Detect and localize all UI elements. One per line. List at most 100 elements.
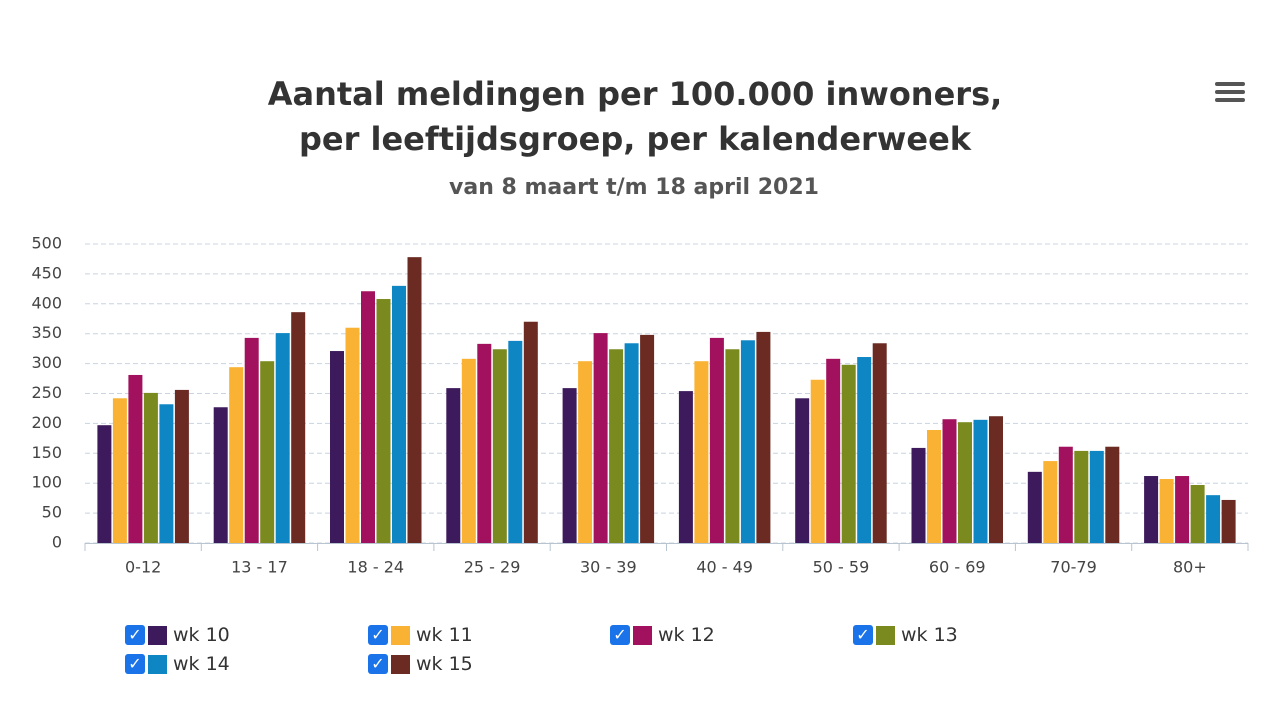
bar <box>244 337 259 543</box>
legend-checkbox[interactable]: ✓ <box>125 625 145 645</box>
legend-swatch <box>876 625 895 645</box>
bar <box>562 388 577 543</box>
bar <box>229 367 244 543</box>
x-tick-label: 40 - 49 <box>696 558 753 577</box>
y-tick-label: 100 <box>31 473 62 492</box>
bar <box>1221 499 1236 543</box>
legend-label: wk 10 <box>173 624 230 646</box>
x-tick-label: 25 - 29 <box>464 558 521 577</box>
bar <box>275 333 290 543</box>
chart-title: Aantal meldingen per 100.000 inwoners, p… <box>267 75 1003 158</box>
bar <box>640 334 655 543</box>
bar <box>725 349 740 543</box>
y-tick-label: 200 <box>31 413 62 432</box>
bar <box>97 425 112 543</box>
legend-item[interactable]: ✓ wk 10 <box>125 624 230 646</box>
bar <box>593 333 608 543</box>
legend-swatch <box>391 654 410 674</box>
legend-item[interactable]: ✓ wk 15 <box>368 653 473 675</box>
legend-swatch <box>633 625 652 645</box>
legend-label: wk 11 <box>416 624 473 646</box>
bar <box>361 291 375 543</box>
bar <box>523 321 538 543</box>
bar <box>795 398 810 543</box>
bar <box>260 361 275 543</box>
legend-label: wk 15 <box>416 653 473 675</box>
bar <box>810 379 825 543</box>
bar <box>508 340 523 543</box>
x-tick-label: 50 - 59 <box>813 558 870 577</box>
bar <box>128 374 143 543</box>
bar <box>678 391 693 543</box>
legend-item[interactable]: ✓ wk 12 <box>610 624 715 646</box>
bar <box>841 364 856 543</box>
bar <box>826 358 841 543</box>
legend-swatch <box>148 625 167 645</box>
bar <box>756 331 771 543</box>
bar <box>872 343 887 543</box>
legend-swatch <box>148 654 167 674</box>
bar <box>330 351 344 543</box>
bar <box>1105 446 1120 543</box>
bar <box>624 343 639 543</box>
bar <box>392 285 406 543</box>
legend-item[interactable]: ✓ wk 11 <box>368 624 473 646</box>
bar <box>213 407 228 543</box>
y-tick-label: 0 <box>52 533 62 552</box>
legend-swatch <box>391 625 410 645</box>
y-tick-label: 450 <box>31 263 62 282</box>
bar <box>1074 450 1089 543</box>
bar <box>942 419 957 543</box>
legend-checkbox[interactable]: ✓ <box>853 625 873 645</box>
bar <box>1175 476 1190 543</box>
menu-button[interactable] <box>1215 82 1245 106</box>
bar <box>740 340 755 543</box>
legend-checkbox[interactable]: ✓ <box>368 625 388 645</box>
bar <box>1206 495 1221 543</box>
bar <box>958 422 972 543</box>
bar <box>446 388 461 543</box>
bar <box>609 349 624 543</box>
legend-checkbox[interactable]: ✓ <box>368 654 388 674</box>
bar <box>477 343 492 543</box>
bar <box>927 429 941 543</box>
x-tick-label: 0-12 <box>125 558 161 577</box>
bar <box>461 358 476 543</box>
bar <box>1144 476 1159 543</box>
bar <box>578 361 593 543</box>
legend-label: wk 14 <box>173 653 230 675</box>
bar <box>911 447 926 543</box>
x-tick-label: 70-79 <box>1050 558 1097 577</box>
legend-checkbox[interactable]: ✓ <box>125 654 145 674</box>
bar <box>1089 450 1104 543</box>
bar <box>1190 484 1205 543</box>
x-tick-label: 30 - 39 <box>580 558 637 577</box>
legend-item[interactable]: ✓ wk 14 <box>125 653 230 675</box>
bar <box>989 416 1003 543</box>
y-tick-label: 300 <box>31 353 62 372</box>
bar <box>1159 479 1174 543</box>
y-tick-label: 500 <box>31 234 62 253</box>
y-tick-label: 50 <box>42 503 62 522</box>
legend-item[interactable]: ✓ wk 13 <box>853 624 958 646</box>
bar <box>112 398 127 543</box>
y-tick-label: 250 <box>31 383 62 402</box>
bar <box>973 419 988 543</box>
legend-checkbox[interactable]: ✓ <box>610 625 630 645</box>
bar <box>857 357 872 543</box>
bar <box>492 349 507 543</box>
bar <box>159 404 174 543</box>
x-tick-label: 13 - 17 <box>231 558 288 577</box>
legend-label: wk 13 <box>901 624 958 646</box>
bar <box>1043 461 1058 543</box>
bar <box>1058 446 1073 543</box>
bar <box>407 257 422 543</box>
x-tick-label: 18 - 24 <box>347 558 404 577</box>
bar <box>291 312 306 543</box>
bar <box>345 327 360 543</box>
chart-subtitle: van 8 maart t/m 18 april 2021 <box>449 175 819 200</box>
bar <box>709 337 724 543</box>
y-tick-label: 150 <box>31 443 62 462</box>
